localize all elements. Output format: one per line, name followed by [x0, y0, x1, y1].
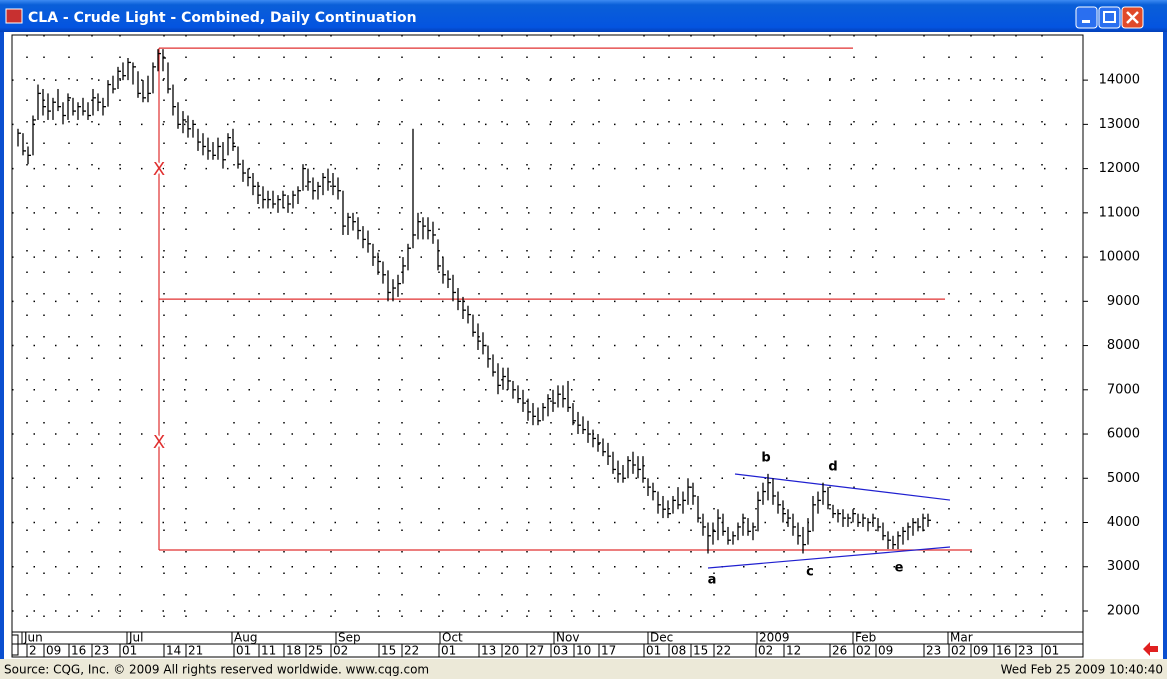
x-tick-label: 02 — [856, 644, 871, 658]
minimize-button[interactable] — [1075, 6, 1098, 29]
maximize-icon — [1103, 11, 1116, 23]
minimize-icon — [1082, 20, 1090, 23]
month-label: Oct — [442, 631, 463, 645]
x-tick-label: 15 — [381, 644, 396, 658]
source-text: Source: CQG, Inc. © 2009 All rights rese… — [4, 663, 429, 677]
annotation-label: b — [761, 451, 770, 466]
status-bar — [0, 659, 1167, 679]
month-label: Aug — [234, 631, 257, 645]
x-tick-label: 2 — [29, 644, 37, 658]
x-tick-label: 03 — [553, 644, 568, 658]
y-tick-label: 3000 — [1107, 559, 1140, 574]
chart-area — [4, 32, 1163, 659]
y-tick-label: 8000 — [1107, 338, 1140, 353]
x-tick-label: 01 — [1044, 644, 1059, 658]
month-label: Sep — [338, 631, 361, 645]
annotation-label: a — [708, 573, 717, 588]
annotation-label: X — [153, 432, 165, 453]
x-tick-label: 21 — [188, 644, 203, 658]
annotation-label: X — [153, 159, 165, 180]
month-label: 2009 — [759, 631, 790, 645]
y-tick-label: 6000 — [1107, 427, 1140, 442]
close-icon — [1126, 11, 1139, 24]
x-tick-label: 22 — [404, 644, 419, 658]
maximize-button[interactable] — [1098, 6, 1121, 29]
y-tick-label: 5000 — [1107, 471, 1140, 486]
x-tick-label: 09 — [973, 644, 988, 658]
x-tick-label: 16 — [71, 644, 86, 658]
app-icon — [5, 8, 23, 24]
x-tick-label: 01 — [441, 644, 456, 658]
x-tick-label: 23 — [1018, 644, 1033, 658]
y-tick-label: 2000 — [1107, 603, 1140, 618]
annotation-line — [707, 546, 951, 569]
x-tick-label: 01 — [646, 644, 661, 658]
x-tick-label: 23 — [94, 644, 109, 658]
annotation-label: e — [895, 560, 904, 575]
window-title: CLA - Crude Light - Combined, Daily Cont… — [28, 10, 417, 26]
annotation-label: d — [828, 460, 837, 475]
y-tick-label: 10000 — [1099, 250, 1140, 265]
x-tick-label: 25 — [308, 644, 323, 658]
x-tick-label: 26 — [832, 644, 847, 658]
month-label: Mar — [950, 631, 973, 645]
x-tick-label: 14 — [166, 644, 181, 658]
annotation-label: c — [806, 565, 814, 580]
y-tick-label: 7000 — [1107, 382, 1140, 397]
month-label: Nov — [556, 631, 579, 645]
x-tick-label: 01 — [122, 644, 137, 658]
x-tick-label: 23 — [926, 644, 941, 658]
x-tick-label: 17 — [601, 644, 616, 658]
x-tick-label: 09 — [46, 644, 61, 658]
month-label: Jul — [128, 631, 143, 645]
x-tick-label: 09 — [878, 644, 893, 658]
month-label: Feb — [855, 631, 876, 645]
y-tick-label: 12000 — [1099, 161, 1140, 176]
y-tick-label: 9000 — [1107, 294, 1140, 309]
window-buttons — [1075, 6, 1144, 29]
x-tick-label: 12 — [786, 644, 801, 658]
scroll-arrow[interactable] — [1143, 642, 1158, 656]
x-tick-label: 22 — [716, 644, 731, 658]
x-tick-label: 01 — [236, 644, 251, 658]
x-tick-label: 11 — [261, 644, 276, 658]
axis-handle — [11, 634, 19, 656]
y-tick-label: 14000 — [1099, 73, 1140, 88]
x-tick-label: 20 — [504, 644, 519, 658]
month-label: Jun — [23, 631, 43, 645]
y-tick-label: 11000 — [1099, 205, 1140, 220]
x-tick-label: 02 — [951, 644, 966, 658]
y-tick-label: 13000 — [1099, 117, 1140, 132]
x-tick-label: 16 — [996, 644, 1011, 658]
annotation-line — [734, 473, 951, 501]
x-tick-label: 10 — [576, 644, 591, 658]
y-tick-label: 4000 — [1107, 515, 1140, 530]
x-tick-label: 02 — [758, 644, 773, 658]
title-bar — [0, 0, 1167, 32]
month-label: Dec — [650, 631, 673, 645]
x-tick-label: 02 — [333, 644, 348, 658]
x-tick-label: 18 — [286, 644, 301, 658]
x-tick-label: 15 — [693, 644, 708, 658]
x-tick-label: 13 — [481, 644, 496, 658]
timestamp: Wed Feb 25 2009 10:40:40 — [1001, 663, 1163, 677]
x-tick-label: 27 — [529, 644, 544, 658]
x-tick-label: 08 — [671, 644, 686, 658]
